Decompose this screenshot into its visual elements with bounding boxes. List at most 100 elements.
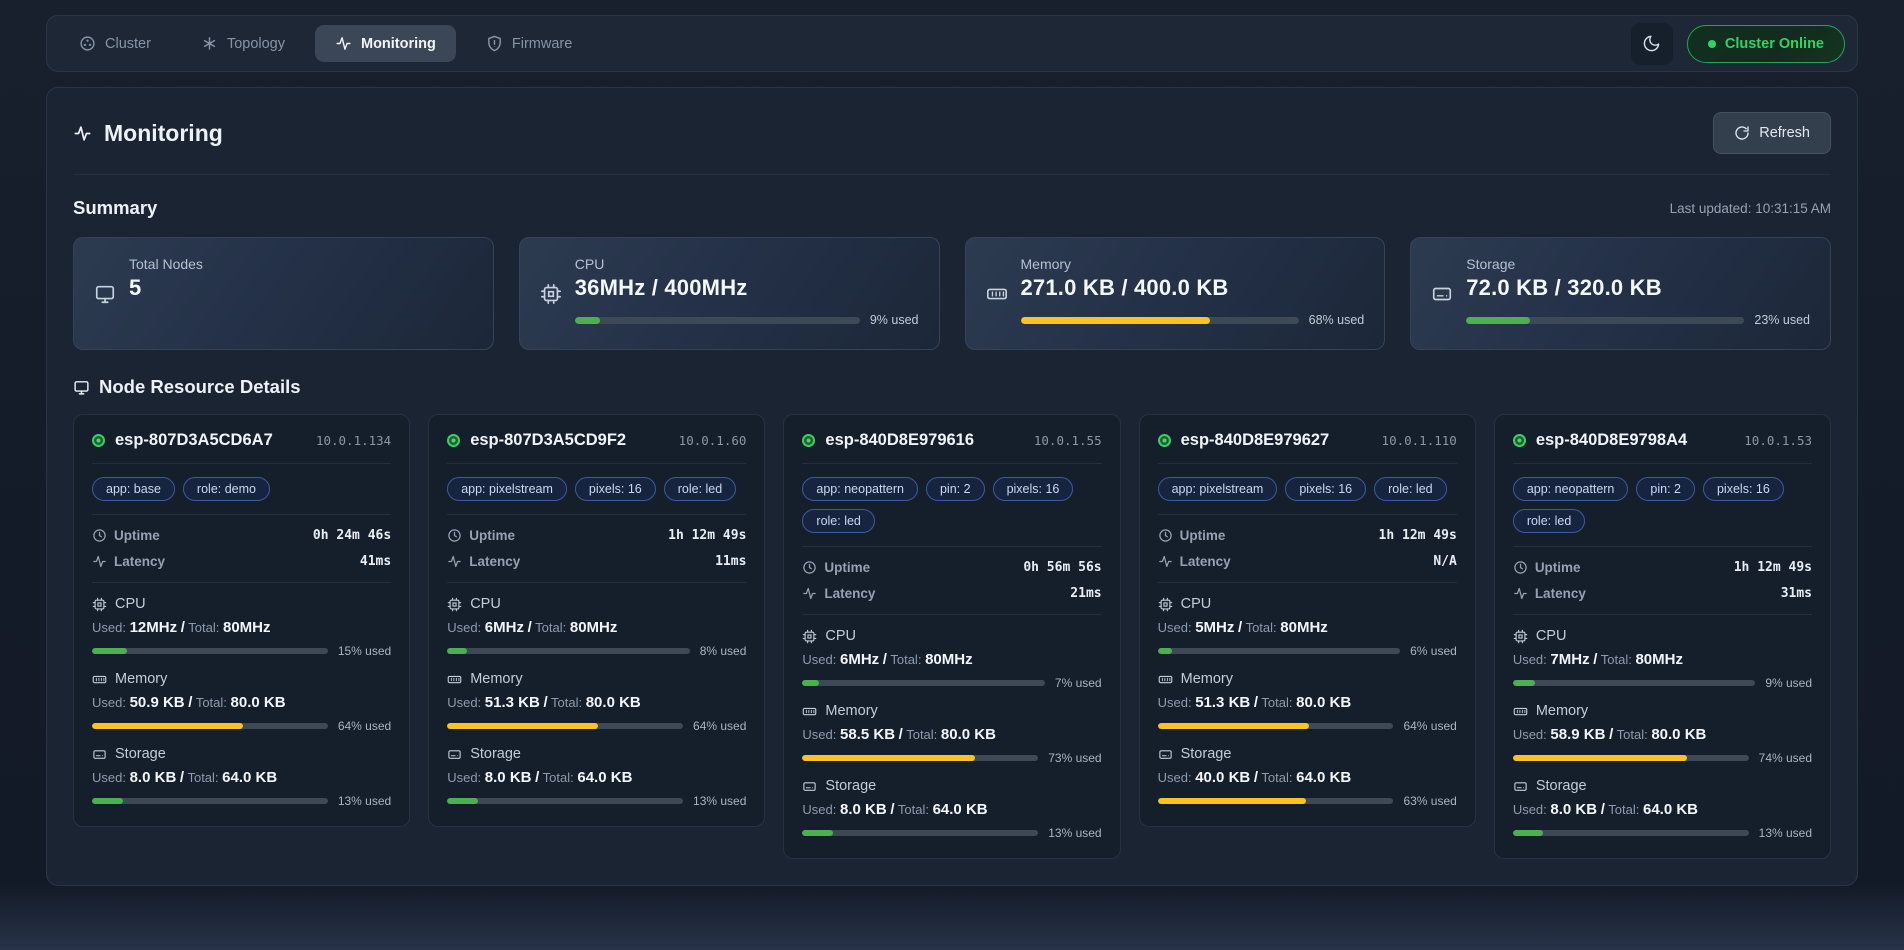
node-tag: pixels: 16: [992, 477, 1074, 501]
latency-row: Latency 21ms: [802, 586, 1102, 601]
theme-toggle-button[interactable]: [1630, 22, 1673, 65]
last-updated-text: Last updated: 10:31:15 AM: [1669, 200, 1831, 216]
memory-percent-label: 64% used: [693, 719, 747, 733]
node-tag: app: neopattern: [1512, 477, 1629, 501]
latency-label: Latency: [1158, 554, 1231, 569]
monitor-icon: [94, 283, 116, 333]
memory-summary-label: Memory: [1020, 256, 1072, 272]
divider: [1157, 463, 1457, 464]
node-name: esp-840D8E979616: [825, 431, 975, 449]
storage-bar-row: 63% used: [1157, 794, 1457, 808]
tab-topology[interactable]: Topology: [181, 25, 305, 62]
latency-row: Latency 11ms: [447, 554, 746, 569]
storage-metric-label: Storage: [1513, 778, 1812, 794]
storage-icon: [1431, 283, 1453, 333]
memory-metric-label: Memory: [447, 671, 746, 687]
node-tag: app: pixelstream: [447, 477, 567, 501]
tab-cluster-label: Cluster: [105, 35, 151, 52]
monitoring-icon: [335, 35, 352, 52]
progress-fill: [1512, 755, 1688, 761]
node-header: esp-807D3A5CD6A7 10.0.1.134: [92, 431, 391, 450]
node-storage-metric: Storage Used: 8.0 KB / Total: 64.0 KB 13…: [802, 778, 1102, 840]
node-tag: role: led: [663, 477, 737, 501]
monitor-icon: [73, 379, 90, 396]
clock-icon: [92, 528, 107, 543]
node-memory-metric: Memory Used: 58.9 KB / Total: 80.0 KB 74…: [1512, 703, 1813, 765]
separator: /: [179, 769, 185, 786]
progress-fill: [92, 798, 123, 804]
node-cpu-metric: CPU Used: 6MHz / Total: 80MHz 8% used: [447, 596, 746, 658]
node-cpu-metric: CPU Used: 5MHz / Total: 80MHz 6% used: [1157, 596, 1457, 658]
node-memory-metric: Memory Used: 51.3 KB / Total: 80.0 KB 64…: [1157, 671, 1457, 733]
memory-bar-row: 73% used: [802, 751, 1102, 765]
storage-percent-label: 13% used: [1048, 826, 1102, 840]
separator: /: [535, 769, 540, 786]
monitoring-panel: Monitoring Refresh Summary Last updated:…: [46, 87, 1858, 886]
progress-track: [92, 648, 328, 654]
clock-icon: [1158, 528, 1173, 543]
total-nodes-card: Total Nodes 5: [73, 237, 494, 350]
total-nodes-value: 5: [129, 275, 142, 300]
storage-used-value: 8.0 KB: [1550, 801, 1598, 818]
storage-used-value: 8.0 KB: [129, 769, 177, 786]
divider: [1512, 463, 1813, 464]
memory-total-value: 80.0 KB: [940, 726, 996, 743]
cpu-total-value: 80MHz: [1280, 619, 1328, 636]
divider: [1512, 546, 1813, 547]
node-tags: app: neopattern pin: 2 pixels: 16 role: led: [802, 477, 1101, 533]
storage-summary-percent: 23% used: [1754, 313, 1810, 327]
progress-track: [1020, 316, 1299, 324]
node-details-title: Node Resource Details: [73, 376, 1831, 398]
separator: /: [1253, 769, 1259, 786]
progress-track: [1512, 680, 1756, 686]
cpu-usage-line: Used: 12MHz / Total: 80MHz: [92, 619, 271, 636]
latency-label: Latency: [802, 586, 875, 601]
storage-metric-label: Storage: [802, 778, 1101, 794]
divider: [802, 546, 1102, 547]
node-cards-row: esp-807D3A5CD6A7 10.0.1.134 app: base rol…: [73, 414, 1832, 859]
memory-bar-row: 64% used: [92, 719, 391, 733]
separator: /: [890, 801, 895, 818]
memory-usage-line: Used: 50.9 KB / Total: 80.0 KB: [92, 694, 286, 711]
separator: /: [543, 694, 548, 711]
node-status-dot-icon: [92, 434, 105, 447]
cpu-total-value: 80MHz: [569, 619, 618, 636]
divider: [1157, 582, 1457, 583]
tab-cluster[interactable]: Cluster: [59, 25, 171, 62]
storage-icon: [802, 779, 817, 794]
memory-usage-line: Used: 58.9 KB / Total: 80.0 KB: [1512, 726, 1707, 743]
tab-monitoring[interactable]: Monitoring: [314, 25, 456, 62]
refresh-button[interactable]: Refresh: [1713, 112, 1831, 154]
panel-header: Monitoring Refresh: [73, 112, 1831, 154]
page-title: Monitoring: [73, 120, 223, 147]
uptime-label: Uptime: [92, 528, 160, 543]
separator: /: [898, 726, 903, 743]
progress-track: [1157, 648, 1401, 654]
activity-icon: [92, 554, 107, 569]
node-tags: app: pixelstream pixels: 16 role: led: [447, 477, 746, 501]
memory-summary-bar-row: 68% used: [1020, 313, 1364, 327]
cluster-status-badge[interactable]: Cluster Online: [1686, 24, 1845, 63]
tab-firmware[interactable]: Firmware: [466, 25, 592, 62]
node-tag: app: pixelstream: [1157, 477, 1278, 501]
memory-total-value: 80.0 KB: [585, 694, 641, 711]
node-header: esp-807D3A5CD9F2 10.0.1.60: [447, 431, 746, 450]
progress-fill: [574, 316, 601, 324]
node-tag: pixels: 16: [1702, 477, 1784, 501]
node-name: esp-840D8E9798A4: [1535, 431, 1688, 449]
cpu-summary-body: CPU 36MHz / 400MHz 9% used: [574, 256, 919, 333]
uptime-label: Uptime: [1158, 528, 1225, 543]
node-ip: 10.0.1.53: [1744, 433, 1813, 448]
memory-icon: [1513, 704, 1528, 719]
memory-percent-label: 74% used: [1758, 751, 1813, 765]
cpu-bar-row: 6% used: [1157, 644, 1457, 658]
divider: [802, 614, 1102, 615]
memory-used-value: 50.9 KB: [129, 694, 185, 711]
cpu-usage-line: Used: 6MHz / Total: 80MHz: [447, 619, 618, 636]
divider: [1512, 614, 1813, 615]
progress-fill: [1020, 316, 1210, 324]
cluster-status-label: Cluster Online: [1724, 35, 1824, 52]
storage-total-value: 64.0 KB: [1296, 769, 1352, 786]
uptime-label: Uptime: [447, 528, 515, 543]
memory-metric-label: Memory: [1158, 671, 1457, 687]
